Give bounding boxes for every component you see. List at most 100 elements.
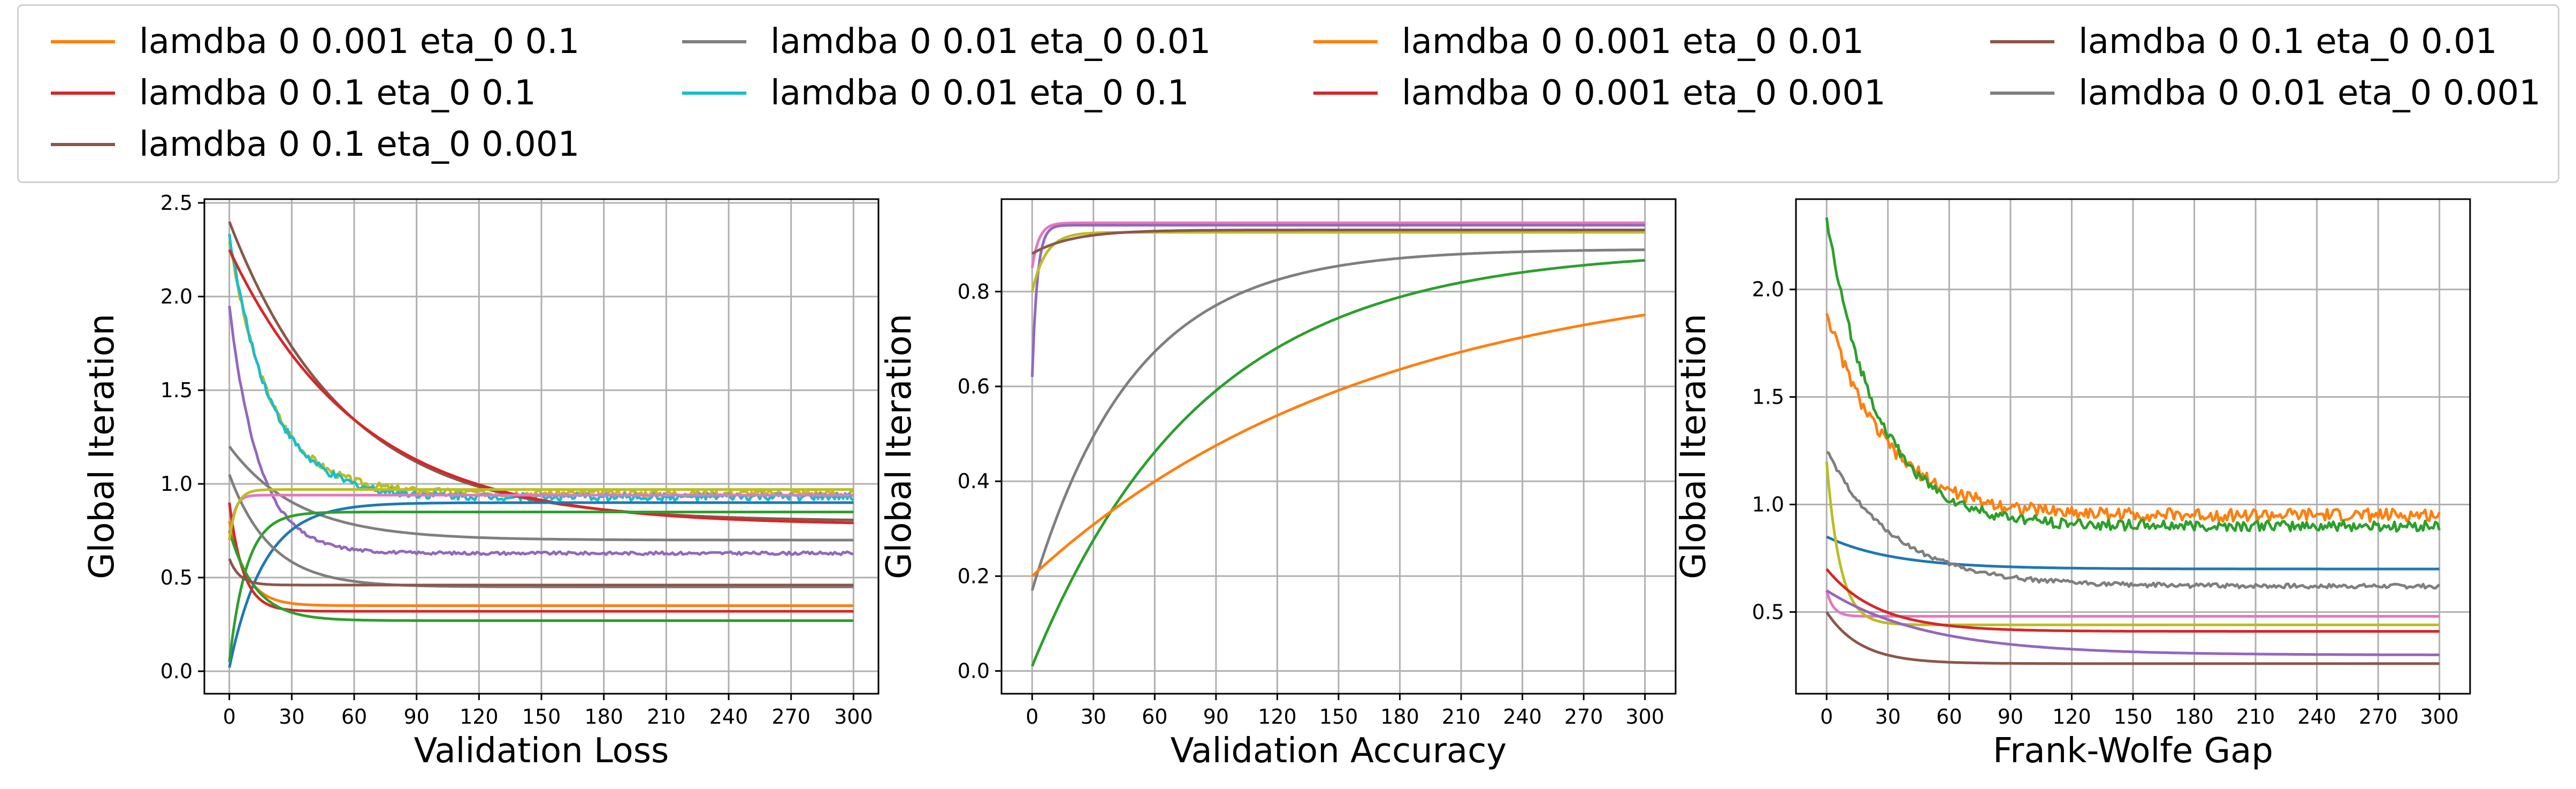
legend-label: lamdba 0 0.01 eta_0 0.1 <box>770 73 1189 113</box>
series-line <box>1825 461 2440 626</box>
y-tick-label: 0.4 <box>958 469 990 493</box>
y-tick-label: 2.0 <box>160 285 193 308</box>
legend-swatch <box>682 92 746 95</box>
legend-swatch <box>1313 92 1378 95</box>
chart-panel-2: 0 30 60 90 120 150 180 210 240 270 300 0.0 0.2 0.4 0.6… <box>880 198 1677 771</box>
legend-label: lamdba 0 0.001 eta_0 0.001 <box>1402 73 1886 113</box>
x-tick-label: 30 <box>1081 705 1106 729</box>
x-axis-label: Frank-Wolfe Gap <box>1993 731 2273 771</box>
x-tick-label: 300 <box>834 705 873 729</box>
x-tick-label: 270 <box>2359 705 2398 729</box>
legend-entry: lamdba 0 0.01 eta_0 0.001 <box>1990 69 2541 117</box>
series-line <box>228 445 854 542</box>
series-line <box>1030 259 1645 667</box>
legend-label: lamdba 0 0.1 eta_0 0.001 <box>139 125 580 164</box>
x-tick-label: 120 <box>460 705 499 729</box>
series-line <box>228 249 854 525</box>
x-tick-label: 90 <box>403 705 429 729</box>
y-tick-label: 1.5 <box>1752 385 1784 409</box>
legend-entry: lamdba 0 0.01 eta_0 0.01 <box>682 18 1211 66</box>
y-axis-label: Global Iteration <box>1674 314 1714 579</box>
series-line <box>228 306 854 556</box>
x-tick-label: 270 <box>771 705 811 729</box>
legend-entry: lamdba 0 0.1 eta_0 0.01 <box>1990 18 2497 66</box>
y-tick-label: 0.5 <box>160 566 193 589</box>
legend-label: lamdba 0 0.01 eta_0 0.01 <box>770 22 1211 62</box>
series-line <box>1825 589 2440 656</box>
legend-swatch <box>51 92 115 95</box>
series-line <box>228 474 854 588</box>
x-tick-label: 90 <box>1203 705 1229 729</box>
y-tick-label: 1.5 <box>160 378 193 402</box>
legend-entry: lamdba 0 0.1 eta_0 0.001 <box>51 120 579 169</box>
x-tick-label: 120 <box>2052 705 2091 729</box>
legend-swatch <box>1990 92 2054 95</box>
series-line <box>1826 535 2440 571</box>
series-line <box>228 502 854 613</box>
y-tick-label: 0.0 <box>160 659 193 683</box>
y-tick-label: 0.8 <box>958 280 990 304</box>
x-tick-label: 180 <box>584 705 623 729</box>
legend-entry: lamdba 0 0.001 eta_0 0.01 <box>1313 18 1864 66</box>
legend-label: lamdba 0 0.001 eta_0 0.01 <box>1402 22 1864 62</box>
x-tick-label: 210 <box>2236 705 2275 729</box>
x-axis-label: Validation Loss <box>414 731 669 771</box>
legend-entry: lamdba 0 0.01 eta_0 0.1 <box>682 69 1189 117</box>
x-tick-label: 270 <box>1564 705 1603 729</box>
series-line <box>228 511 854 662</box>
legend-entry: lamdba 0 0.001 eta_0 0.001 <box>1313 69 1886 117</box>
x-axis-label: Validation Accuracy <box>1171 731 1507 771</box>
series-line <box>228 521 854 607</box>
chart-panel-1: 0 30 60 90 120 150 180 210 240 270 300 0.0 0.5 1.0 1.5… <box>82 191 880 771</box>
legend-label: lamdba 0 0.001 eta_0 0.1 <box>139 22 580 62</box>
y-axis-label: Global Iteration <box>880 314 919 579</box>
x-tick-label: 180 <box>2175 705 2214 729</box>
legend-swatch <box>1990 40 2054 43</box>
x-tick-label: 180 <box>1380 705 1419 729</box>
series-line <box>1031 313 1646 578</box>
x-tick-label: 150 <box>522 705 561 729</box>
x-tick-label: 300 <box>1625 705 1664 729</box>
series-line <box>1825 590 2440 618</box>
legend: lamdba 0 0.001 eta_0 0.1 lamdba 0 0.01 et… <box>17 4 2559 183</box>
series-line <box>1825 611 2440 665</box>
x-tick-label: 60 <box>341 705 367 729</box>
x-tick-label: 150 <box>1319 705 1358 729</box>
series-line <box>228 558 854 587</box>
legend-swatch <box>51 143 115 146</box>
y-tick-label: 1.0 <box>160 472 193 496</box>
x-tick-label: 120 <box>1258 705 1297 729</box>
y-tick-label: 2.0 <box>1752 278 1784 301</box>
legend-label: lamdba 0 0.01 eta_0 0.001 <box>2078 73 2541 113</box>
legend-swatch <box>682 40 746 43</box>
y-tick-label: 0.6 <box>958 375 990 398</box>
x-tick-label: 240 <box>2297 705 2336 729</box>
x-tick-label: 240 <box>1503 705 1542 729</box>
series-line <box>1826 451 2441 590</box>
x-tick-label: 300 <box>2420 705 2459 729</box>
series-line <box>228 530 854 622</box>
legend-entry: lamdba 0 0.001 eta_0 0.1 <box>51 18 579 66</box>
series-line <box>1031 229 1645 255</box>
x-tick-label: 60 <box>1142 705 1167 729</box>
chart-panel-3: 0 30 60 90 120 150 180 210 240 270 300 0.5 1.0 1.5 2.0… <box>1674 198 2471 771</box>
y-tick-label: 0.2 <box>958 564 990 588</box>
legend-label: lamdba 0 0.1 eta_0 0.1 <box>139 73 536 113</box>
x-tick-label: 0 <box>1026 705 1038 729</box>
x-tick-label: 210 <box>1442 705 1481 729</box>
series-line <box>1030 248 1645 591</box>
legend-swatch <box>1313 40 1378 43</box>
x-tick-label: 240 <box>709 705 748 729</box>
y-tick-label: 0.0 <box>958 659 990 682</box>
series-line <box>228 488 854 541</box>
legend-swatch <box>51 40 115 43</box>
x-tick-label: 30 <box>279 705 304 729</box>
y-tick-label: 2.5 <box>160 191 193 215</box>
x-tick-label: 150 <box>2114 705 2153 729</box>
x-tick-label: 0 <box>223 705 236 729</box>
x-tick-label: 210 <box>647 705 686 729</box>
series-line <box>1030 221 1645 268</box>
series-line <box>1030 224 1645 377</box>
x-tick-label: 30 <box>1875 705 1901 729</box>
